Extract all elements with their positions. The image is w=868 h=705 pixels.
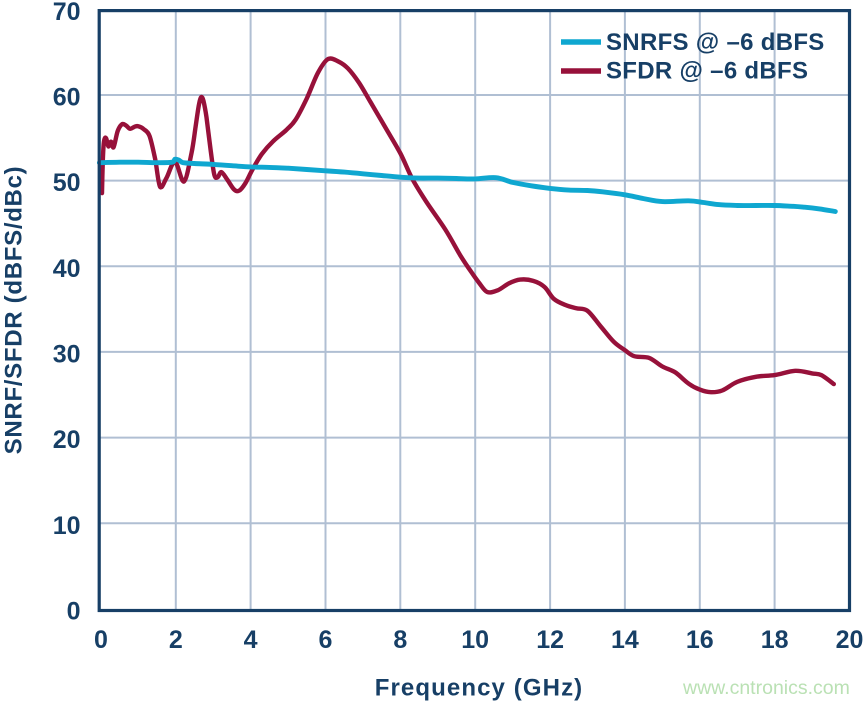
svg-text:60: 60	[53, 84, 81, 112]
svg-text:0: 0	[67, 598, 81, 626]
svg-text:10: 10	[53, 512, 81, 540]
svg-text:6: 6	[319, 626, 333, 654]
svg-text:10: 10	[461, 626, 489, 654]
svg-text:40: 40	[53, 255, 81, 283]
svg-text:2: 2	[169, 626, 183, 654]
svg-text:14: 14	[611, 626, 639, 654]
svg-text:www.cntronics.com: www.cntronics.com	[682, 677, 850, 699]
svg-text:4: 4	[244, 626, 258, 654]
svg-text:20: 20	[836, 626, 864, 654]
svg-text:SNRF/SFDR (dBFS/dBc): SNRF/SFDR (dBFS/dBc)	[1, 166, 28, 455]
svg-text:SFDR @ –6 dBFS: SFDR @ –6 dBFS	[606, 58, 808, 85]
svg-text:12: 12	[536, 626, 564, 654]
svg-text:18: 18	[761, 626, 789, 654]
svg-text:16: 16	[686, 626, 714, 654]
svg-text:70: 70	[53, 0, 81, 26]
svg-text:20: 20	[53, 426, 81, 454]
svg-text:0: 0	[94, 626, 108, 654]
svg-text:50: 50	[53, 169, 81, 197]
svg-text:SNRFS @ –6 dBFS: SNRFS @ –6 dBFS	[606, 29, 825, 56]
svg-text:8: 8	[393, 626, 407, 654]
svg-text:Frequency (GHz): Frequency (GHz)	[375, 675, 584, 702]
svg-text:30: 30	[53, 341, 81, 369]
